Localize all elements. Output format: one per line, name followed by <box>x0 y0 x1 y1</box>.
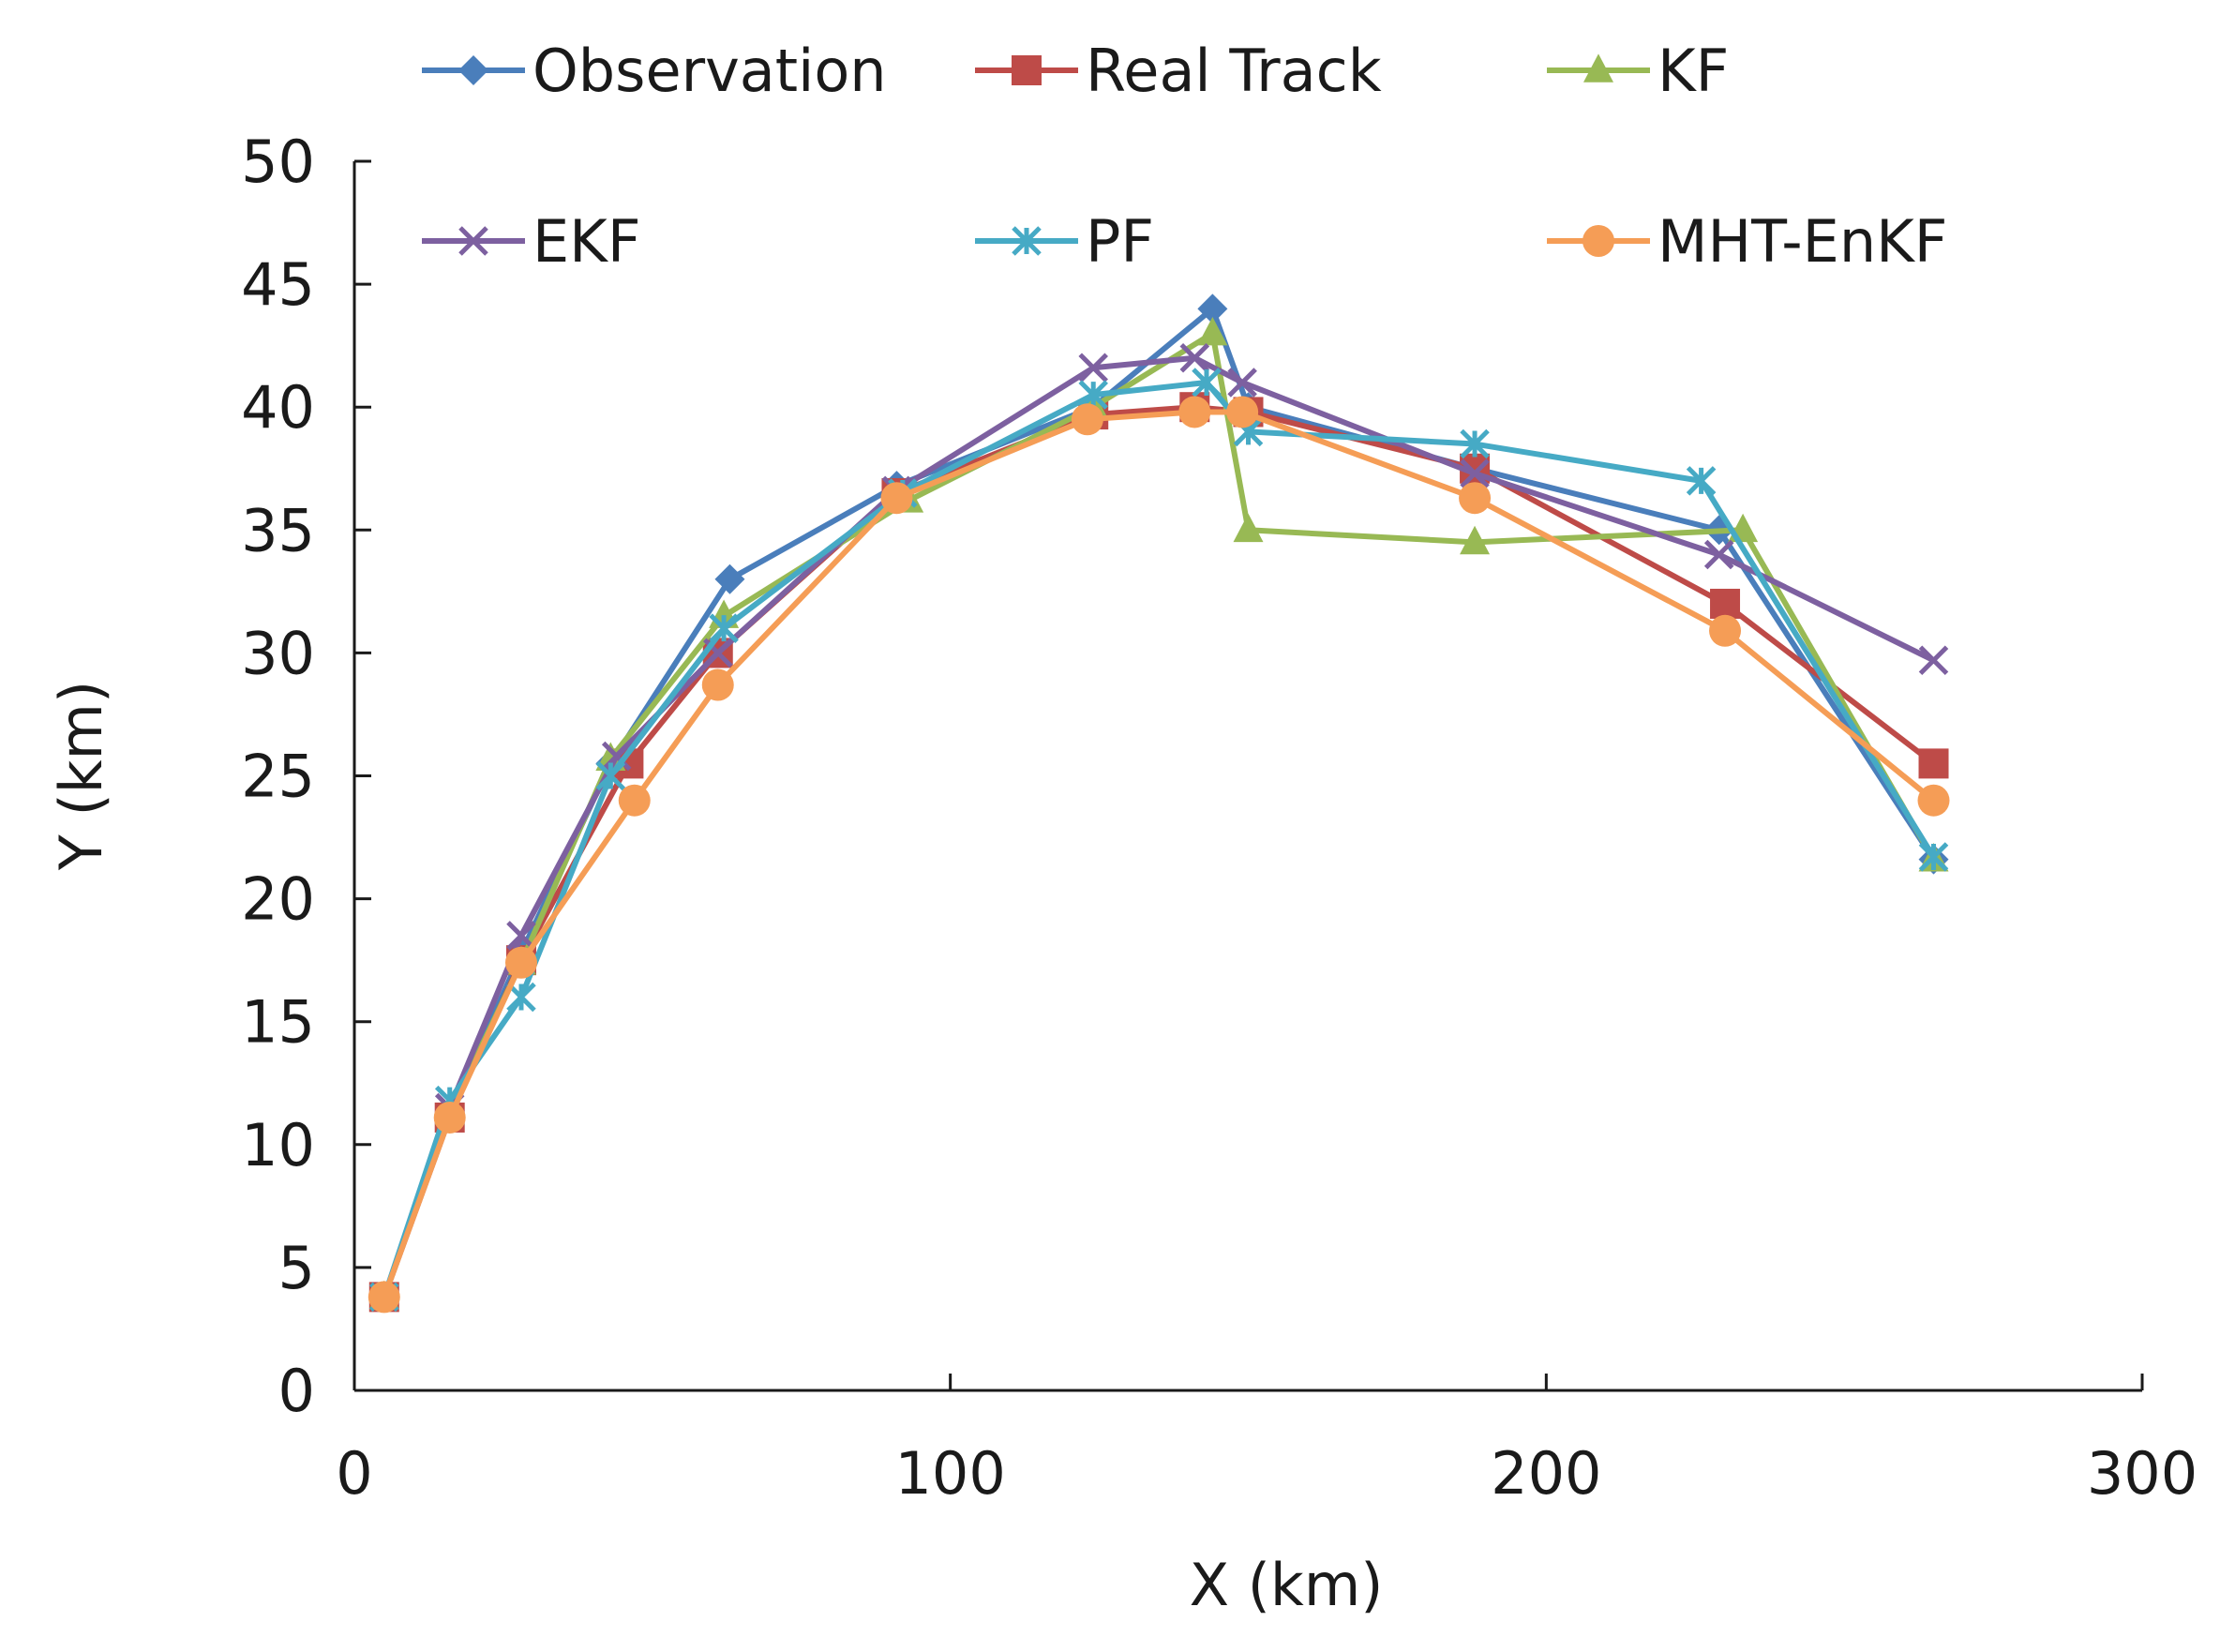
data-point <box>880 482 913 515</box>
x-axis-title: X (km) <box>1190 1551 1384 1619</box>
y-tick-label: 35 <box>241 496 315 564</box>
legend-label: MHT-EnKF <box>1658 207 1947 276</box>
data-point <box>1918 645 1949 676</box>
data-point <box>1197 293 1228 324</box>
data-point <box>701 668 734 701</box>
y-tick-label: 45 <box>241 250 315 319</box>
legend-marker <box>458 226 488 256</box>
data-point <box>1918 842 1949 872</box>
y-tick-label: 15 <box>241 988 315 1057</box>
data-point <box>1179 342 1210 373</box>
x-tick-label: 100 <box>894 1439 1005 1508</box>
legend-marker <box>1012 226 1042 256</box>
legend-label: KF <box>1658 37 1729 105</box>
data-point <box>1459 482 1492 515</box>
series-line-pf <box>381 379 1937 1299</box>
y-tick-label: 40 <box>241 373 315 442</box>
data-point <box>714 563 745 594</box>
legend-item-kf: KF <box>1547 37 1729 105</box>
data-point <box>1227 368 1257 398</box>
data-point <box>1703 539 1734 570</box>
legend-marker <box>1583 53 1613 83</box>
data-point <box>1197 316 1228 346</box>
data-point <box>1226 396 1259 428</box>
data-point <box>1460 428 1490 459</box>
y-tick-label: 5 <box>278 1234 315 1302</box>
data-point <box>1078 353 1108 383</box>
legend-marker <box>1582 225 1614 257</box>
data-point <box>709 613 739 643</box>
legend-item-real-track: Real Track <box>975 37 1382 105</box>
data-point <box>1071 403 1103 436</box>
legend-marker <box>458 55 488 85</box>
y-tick-label: 50 <box>241 128 315 196</box>
data-point <box>433 1101 466 1134</box>
data-point <box>1233 513 1264 543</box>
legend-item-ekf: EKF <box>422 207 641 276</box>
axes: 0 5 10 15 20 25 30 35 40 45 50 0 100 200 300 <box>241 128 2198 1508</box>
x-tick-label: 0 <box>336 1439 372 1508</box>
x-ticks: 0 100 200 300 <box>336 1374 2198 1508</box>
x-tick-label: 300 <box>2087 1439 2198 1508</box>
legend-item-pf: PF <box>975 207 1154 276</box>
y-tick-label: 25 <box>241 743 315 811</box>
legend-label: Real Track <box>1086 37 1382 105</box>
series-mht-enkf <box>368 396 1950 1314</box>
y-tick-label: 30 <box>241 619 315 687</box>
data-point <box>1686 466 1717 496</box>
data-point <box>368 1281 400 1314</box>
y-tick-label: 10 <box>241 1111 315 1179</box>
data-point <box>1709 614 1742 647</box>
data-point <box>1917 784 1950 817</box>
data-point <box>1192 368 1222 398</box>
y-tick-label: 0 <box>278 1357 315 1425</box>
y-axis-title: Y (km) <box>47 681 115 871</box>
legend-item-mht-enkf: MHT-EnKF <box>1547 207 1947 276</box>
legend-item-observation: Observation <box>422 37 887 105</box>
legend-label: Observation <box>532 37 887 105</box>
legend-label: EKF <box>532 207 641 276</box>
y-tick-label: 20 <box>241 865 315 934</box>
data-point <box>1710 588 1741 619</box>
data-point <box>601 741 632 772</box>
data-point <box>618 784 651 817</box>
legend-label: PF <box>1086 207 1154 276</box>
data-point <box>1460 458 1490 488</box>
data-point <box>506 982 536 1013</box>
data-point <box>1460 525 1491 555</box>
legend-marker <box>1012 55 1042 85</box>
x-tick-label: 200 <box>1491 1439 1601 1508</box>
data-point <box>504 946 537 979</box>
legend: Observation Real Track KF EKF PF MHT-EnKF <box>422 37 1947 276</box>
data-point <box>1178 396 1211 428</box>
data-point <box>595 760 626 791</box>
data-point <box>1918 748 1949 779</box>
plot-area <box>368 293 1950 1314</box>
series-line-mht-enkf <box>381 409 1936 1299</box>
data-point <box>506 921 536 951</box>
y-ticks: 0 5 10 15 20 25 30 35 40 45 50 <box>241 128 371 1425</box>
data-point <box>1078 380 1108 410</box>
